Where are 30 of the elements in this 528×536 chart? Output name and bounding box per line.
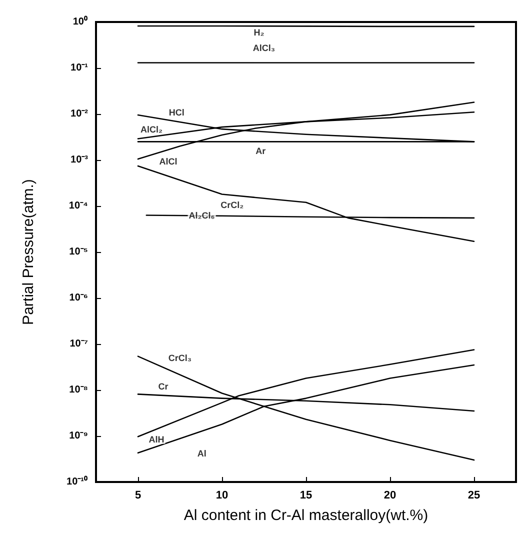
- x-tick-label: 20: [384, 490, 396, 502]
- series-label: AlCl₃: [252, 42, 276, 53]
- y-tick-label: 10⁻³: [70, 154, 89, 166]
- y-tick-label: 10⁻⁸: [69, 384, 88, 396]
- y-tick-label: 10⁻⁷: [70, 338, 88, 350]
- y-axis-title: Partial Pressure(atm.): [20, 179, 37, 325]
- x-tick-label: 15: [300, 490, 312, 502]
- y-tick-label: 10⁻⁴: [68, 200, 88, 212]
- series-label: AlCl₂: [140, 124, 162, 134]
- series-label: H₂: [254, 28, 264, 38]
- y-tick-label: 10⁻⁶: [69, 292, 88, 304]
- series-label: AlH: [148, 434, 164, 444]
- x-axis-title: Al content in Cr-Al masteralloy(wt.%): [184, 507, 428, 524]
- series-label: Ar: [256, 146, 266, 156]
- x-tick-label: 10: [216, 490, 228, 502]
- y-tick-label: 10⁻¹: [70, 62, 89, 74]
- y-tick-label: 10⁻⁵: [69, 246, 88, 258]
- series-label: AlCl: [159, 156, 178, 167]
- y-tick-label: 10⁻²: [70, 108, 89, 120]
- series-label: CrCl₂: [220, 200, 244, 210]
- y-tick-label: 10⁻⁹: [69, 430, 88, 442]
- series-label: HCl: [168, 108, 184, 118]
- series-label: Cr: [158, 382, 169, 392]
- x-tick-label: 25: [468, 490, 480, 502]
- x-tick-label: 5: [134, 490, 142, 502]
- series-label: CrCl₃: [168, 353, 192, 364]
- series-label: Al: [197, 448, 206, 458]
- series-label: Al₂Cl₆: [188, 210, 215, 221]
- y-tick-label: 10⁰: [72, 16, 88, 28]
- y-tick-label: 10⁻¹⁰: [66, 476, 88, 488]
